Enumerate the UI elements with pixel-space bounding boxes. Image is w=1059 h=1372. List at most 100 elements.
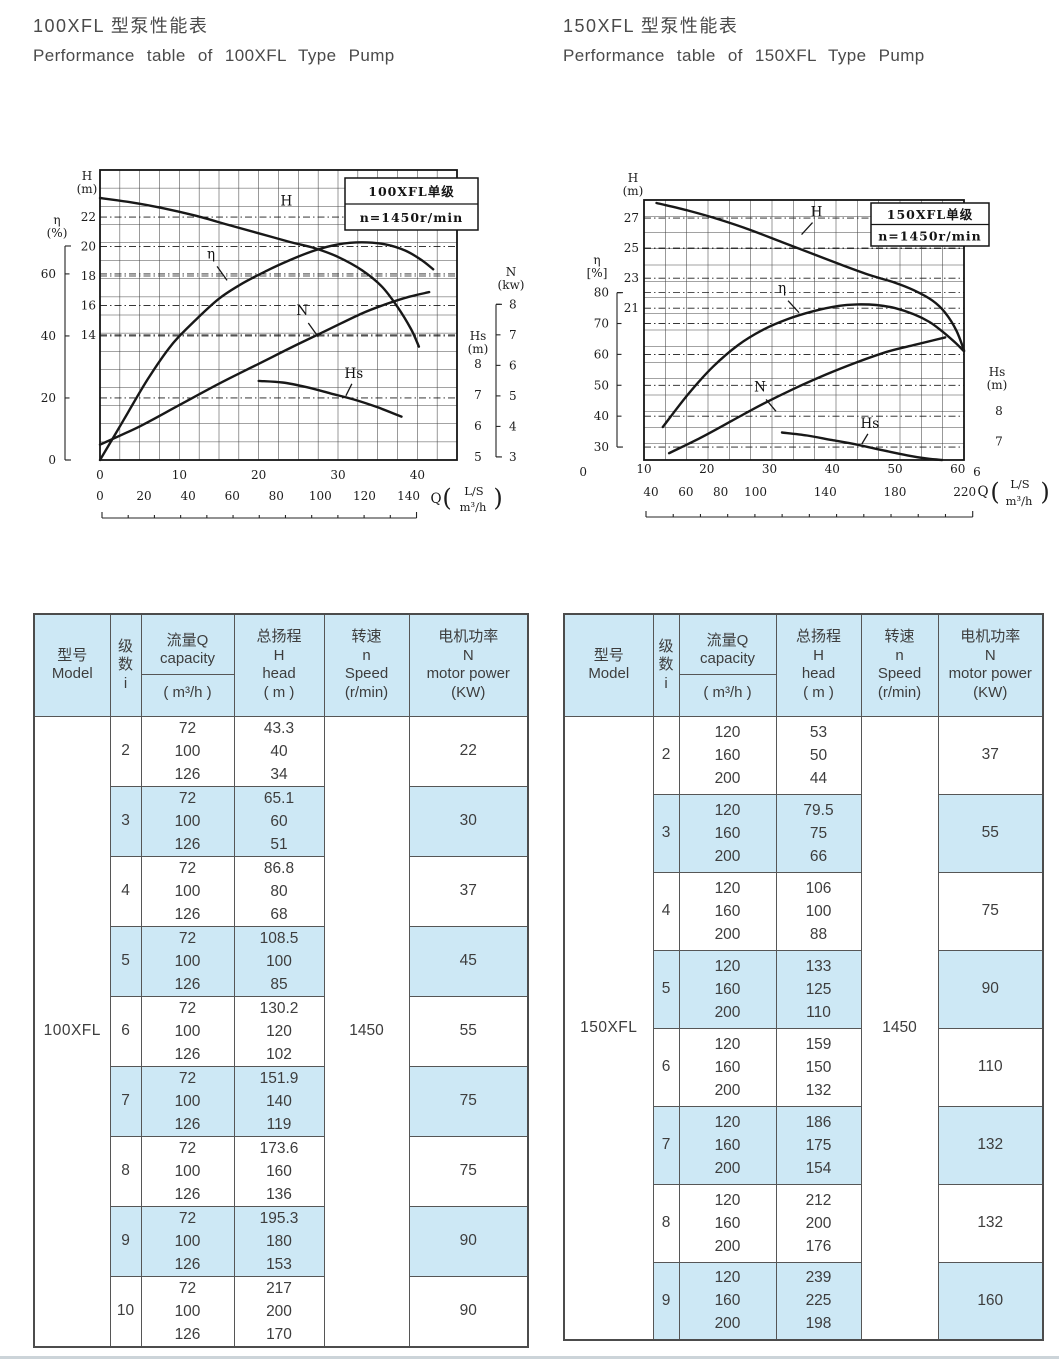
curve-label-Hs: Hs: [861, 416, 880, 432]
value-line: 126: [174, 905, 201, 923]
value-line: 160: [714, 824, 741, 842]
x-axis-q-label: Q: [430, 491, 441, 507]
x-tick-ls: 60: [950, 462, 965, 476]
x-tick-ls: 30: [762, 462, 777, 476]
table-row-group: 3 72 100 126 65.1 60 51 30: [34, 785, 529, 857]
axis-tick-eta: 60: [41, 267, 56, 281]
value-line: 160: [714, 746, 741, 764]
axis-tick-H: 27: [624, 211, 639, 225]
table-row-group: 8 72 100 126 173.6 160 136 75: [34, 1135, 529, 1207]
stage-cell: 6: [109, 995, 142, 1067]
value-line: 180: [266, 1232, 292, 1250]
capacity-cell: 120 160 200: [678, 871, 777, 951]
capacity-cell: 120 160 200: [678, 1183, 777, 1263]
stage-cell: 5: [652, 949, 680, 1029]
axis-title-H: H: [82, 169, 92, 183]
power-cell: 132: [937, 1183, 1044, 1263]
power-cell: 160: [937, 1261, 1044, 1341]
curve-label-H: H: [281, 193, 293, 209]
value-line: 102: [266, 1045, 292, 1063]
axis-tick-Hs: 7: [474, 388, 482, 402]
axis-tick-eta: 80: [594, 286, 609, 300]
value-line: 108.5: [259, 929, 299, 947]
power-cell: 90: [408, 1205, 529, 1277]
value-line: 140: [266, 1092, 292, 1110]
x-tick-m3h: 140: [397, 489, 420, 503]
head-cell: 151.9 140 119: [233, 1065, 325, 1137]
curve-label-η: η: [778, 281, 786, 297]
axis-tick-H: 25: [624, 241, 639, 255]
value-line: 126: [174, 1045, 201, 1063]
value-line: 100: [174, 1022, 201, 1040]
axis-tick-N: 3: [509, 450, 517, 464]
capacity-cell: 72 100 126: [140, 1065, 235, 1137]
column-header: 转速 n Speed (r/min): [860, 613, 939, 717]
axis-tick-eta: 40: [594, 409, 609, 423]
value-line: 72: [178, 1209, 197, 1227]
power-cell: 75: [937, 871, 1044, 951]
power-cell: 132: [937, 1105, 1044, 1185]
table-row-group: 7 72 100 126 151.9 140 119 75: [34, 1065, 529, 1137]
axis-tick-N: 5: [509, 389, 517, 403]
head-cell: 159 150 132: [775, 1027, 862, 1107]
x-unit-m3h: m³/h: [1006, 494, 1033, 508]
page-title-100xfl-en: Performance table of 100XFL Type Pump: [33, 46, 395, 65]
value-line: 160: [714, 1058, 741, 1076]
capacity-cell: 72 100 126: [140, 715, 235, 787]
value-line: 120: [714, 1191, 741, 1209]
axis-title-Hs: (m): [987, 378, 1008, 392]
curve-label-N: N: [754, 379, 766, 395]
curve-label-leader: [861, 433, 869, 445]
axis-title-Hs: Hs: [989, 365, 1006, 379]
value-line: 126: [174, 1185, 201, 1203]
plot-frame: [99, 169, 458, 461]
x-tick-ls: 10: [172, 468, 187, 482]
model-cell: 100XFL: [33, 715, 111, 1347]
curve-label-leader: [345, 383, 353, 397]
stage-cell: 3: [652, 793, 680, 873]
axis-bracket-eta: [616, 292, 623, 448]
value-line: 120: [714, 1113, 741, 1131]
x-tick-m3h: 100: [744, 485, 767, 499]
value-line: 88: [809, 925, 828, 943]
value-line: 100: [174, 952, 201, 970]
x-tick-ls: 10: [636, 462, 651, 476]
power-cell: 75: [408, 1065, 529, 1137]
table-row-group: 8 120 160 200 212 200 176 132: [564, 1183, 1044, 1263]
curve-H: [98, 196, 421, 348]
value-line: 79.5: [803, 801, 834, 819]
axis-tick-eta: 50: [594, 378, 609, 392]
value-line: 120: [714, 957, 741, 975]
value-line: 120: [266, 1022, 292, 1040]
axis-tick-N: 8: [509, 297, 517, 311]
axis-tick-Hs: 5: [474, 450, 482, 464]
power-cell: 45: [408, 925, 529, 997]
value-line: 44: [809, 769, 828, 787]
axis-tick-eta: 70: [594, 317, 609, 331]
axis-tick-Hs: 6: [474, 419, 482, 433]
x-tick-ls: 40: [410, 468, 425, 482]
x-tick-ls: 20: [699, 462, 714, 476]
x-tick-m3h: 40: [181, 489, 196, 503]
capacity-cell: 120 160 200: [678, 949, 777, 1029]
value-line: 153: [266, 1255, 292, 1273]
x-tick-m3h: 140: [814, 485, 837, 499]
value-line: 150: [805, 1058, 832, 1076]
head-cell: 86.8 80 68: [233, 855, 325, 927]
value-line: 72: [178, 1139, 197, 1157]
value-line: 126: [174, 1325, 201, 1343]
x-tick-m3h: 20: [136, 489, 151, 503]
value-line: 120: [714, 1269, 741, 1287]
value-line: 66: [809, 847, 828, 865]
value-line: 195.3: [259, 1209, 299, 1227]
stage-cell: 6: [652, 1027, 680, 1107]
value-line: 72: [178, 859, 197, 877]
column-header: 型号 Model: [563, 613, 654, 717]
x-unit-m3h: m³/h: [460, 500, 487, 514]
axis-tick-eta: 0: [48, 453, 56, 467]
axis-tick-H: 20: [81, 240, 96, 254]
table-row-group: 6 120 160 200 159 150 132 110: [564, 1027, 1044, 1107]
value-line: 50: [809, 746, 828, 764]
